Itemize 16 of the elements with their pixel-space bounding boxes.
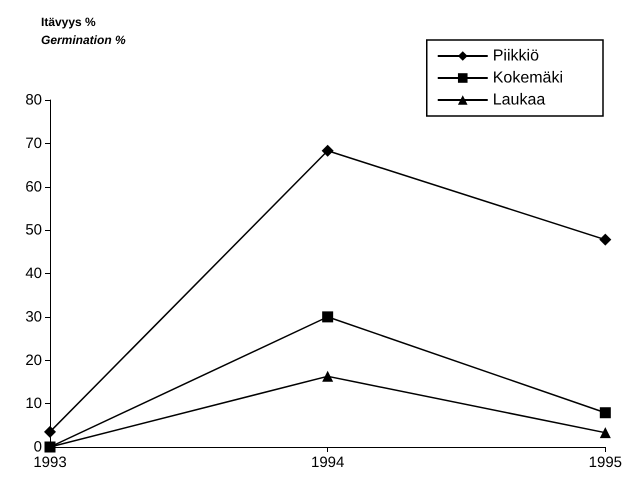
x-tick-label: 1993: [33, 454, 67, 471]
legend-label: Kokemäki: [492, 70, 563, 86]
y-tick-label: 80: [25, 92, 42, 108]
y-axis-title: Itävyys % Germination %: [41, 15, 126, 47]
y-tick-label: 30: [25, 308, 42, 326]
legend-label: Piikkiö: [492, 48, 540, 64]
y-tick-label: 20: [25, 352, 42, 369]
y-tick-label: 70: [25, 134, 42, 152]
y-tick-label: 60: [25, 178, 42, 196]
x-tick-label: 1995: [588, 454, 622, 471]
y-tick-label: 40: [25, 265, 42, 282]
y-tick-label: 0: [34, 438, 42, 456]
x-tick-label: 1994: [310, 454, 344, 471]
y-tick-label: 50: [25, 222, 42, 239]
y-tick-label: 10: [25, 395, 42, 412]
legend-label: Laukaa: [492, 92, 546, 108]
